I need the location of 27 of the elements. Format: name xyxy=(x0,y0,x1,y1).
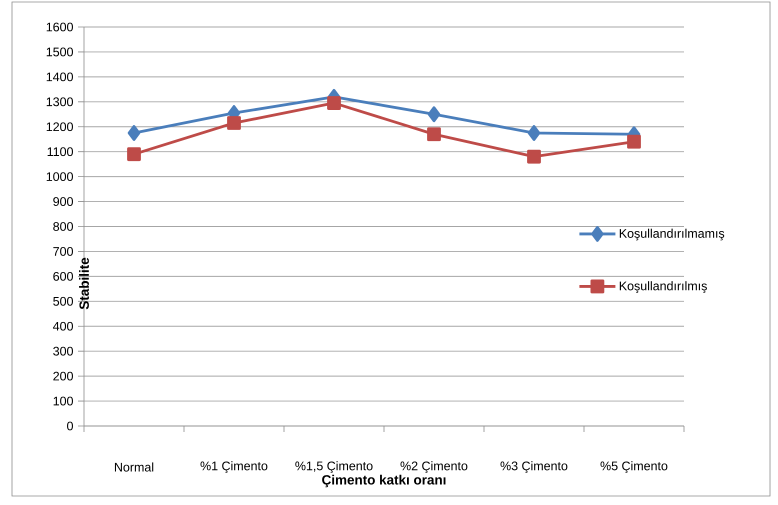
y-tick-label: 0 xyxy=(67,422,73,430)
legend-label: Koşullandırılmamış xyxy=(620,228,724,240)
y-tick-label: 600 xyxy=(53,272,73,281)
y-tick-label: 300 xyxy=(53,346,73,356)
y-tick-label: 900 xyxy=(53,197,73,206)
legend-label: Koşullandırılmış xyxy=(620,281,707,293)
x-tick-label: Normal xyxy=(114,462,154,472)
x-tick-label: %1 Çimento xyxy=(200,461,268,473)
y-tick-label: 1500 xyxy=(46,48,73,56)
x-tick-label: %1,5 Çimento xyxy=(295,461,373,473)
y-tick-label: 700 xyxy=(53,247,73,256)
y-tick-label: 1300 xyxy=(46,97,73,106)
x-tick-label: %2 Çimento xyxy=(400,461,468,473)
y-axis-title: Stabilite xyxy=(79,258,89,310)
y-tick-label: 100 xyxy=(54,396,73,406)
y-tick-label: 1400 xyxy=(46,72,73,82)
y-tick-label: 800 xyxy=(53,222,73,231)
y-tick-label: 1100 xyxy=(48,147,73,156)
y-tick-label: 500 xyxy=(53,296,73,306)
x-axis-title: Çimento katkı oranı xyxy=(322,474,446,488)
y-tick-label: 200 xyxy=(53,372,73,381)
y-tick-label: 1600 xyxy=(46,22,73,32)
y-tick-label: 1000 xyxy=(46,172,73,182)
y-tick-label: 400 xyxy=(52,322,73,331)
x-tick-label: %3 Çimento xyxy=(500,461,568,473)
x-tick-label: %5 Çimento xyxy=(600,461,668,473)
y-tick-label: 1200 xyxy=(46,122,73,132)
